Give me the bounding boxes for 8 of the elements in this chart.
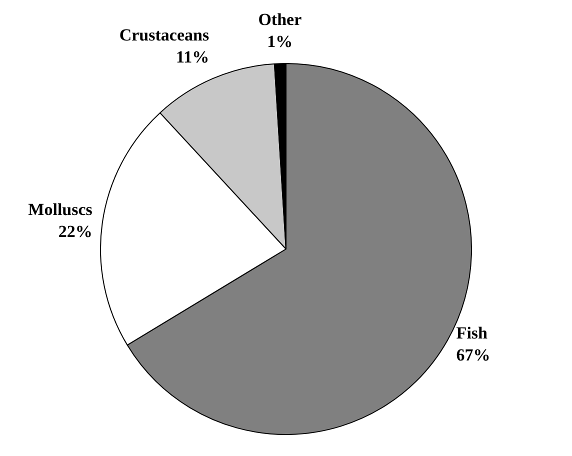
data-label: 22%: [58, 222, 92, 242]
slice-label: Fish: [456, 323, 488, 342]
data-label: 1%: [267, 32, 293, 51]
slice-label: Molluscs: [28, 200, 93, 220]
data-label: 67%: [456, 345, 490, 364]
data-label: 11%: [176, 48, 210, 67]
slice-label: Other: [258, 10, 302, 29]
slice-label: Crustaceans: [119, 26, 210, 45]
